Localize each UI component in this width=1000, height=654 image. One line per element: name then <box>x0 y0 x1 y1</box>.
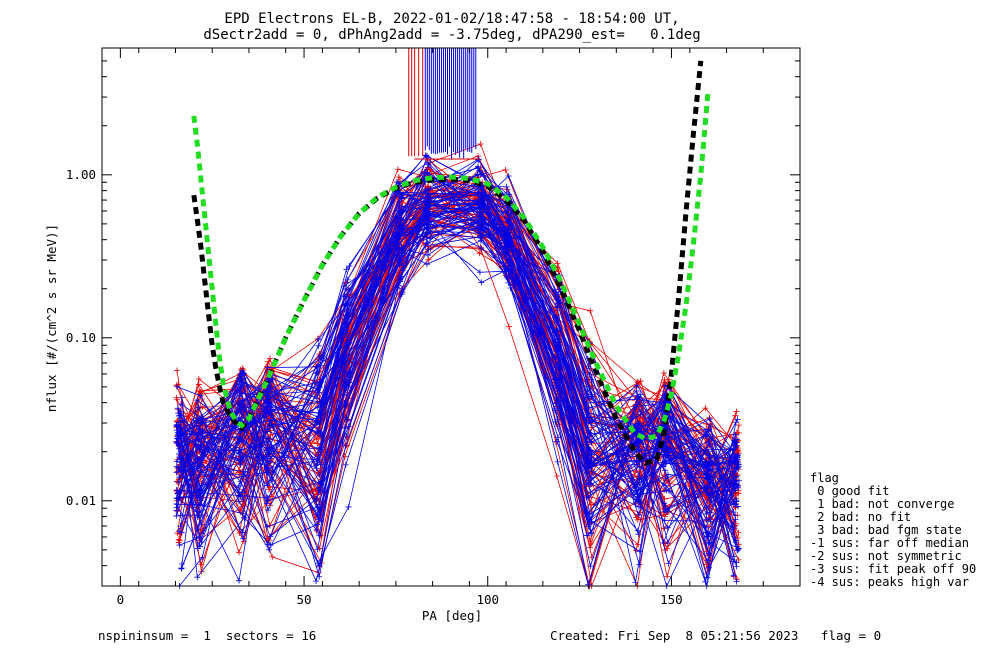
x-axis-label: PA [deg] <box>422 608 482 623</box>
y-tick-label: 0.01 <box>66 493 96 508</box>
flux-markers <box>176 156 740 586</box>
flux-trace <box>179 211 735 576</box>
footer-right: Created: Fri Sep 8 05:21:56 2023 flag = … <box>550 628 881 643</box>
green-fit-curve <box>191 90 711 442</box>
flux-trace <box>176 201 736 503</box>
flux-markers <box>173 189 742 545</box>
blue-spikes <box>424 48 477 160</box>
flux-trace <box>181 232 737 569</box>
flux-trace <box>176 221 739 588</box>
axes-group: 0 50 100 150 0.01 0.10 1.00 <box>66 47 801 607</box>
flux-trace <box>181 181 739 526</box>
flux-markers <box>176 159 741 584</box>
x-tick-label: 100 <box>476 592 499 607</box>
legend-title: flag <box>810 471 839 485</box>
y-tick-label: 1.00 <box>66 167 96 182</box>
flux-trace <box>177 172 737 546</box>
flux-trace <box>178 178 737 503</box>
flux-trace <box>178 221 736 583</box>
x-tick-label: 150 <box>660 592 683 607</box>
legend-entry: 2 bad: no fit <box>810 510 911 524</box>
flux-trace <box>176 203 739 495</box>
flux-trace <box>177 191 735 562</box>
fit-curve-group <box>191 60 711 467</box>
flux-trace <box>179 161 738 582</box>
flag-legend: flag 0 good fit 1 bad: not converge 2 ba… <box>810 471 976 589</box>
flux-trace <box>179 171 735 546</box>
flux-trace <box>180 218 737 514</box>
flux-trace <box>179 155 737 544</box>
x-tick-label: 0 <box>117 592 125 607</box>
flux-trace <box>176 154 735 508</box>
flux-trace <box>176 204 738 551</box>
flux-markers <box>175 172 741 535</box>
flux-trace <box>176 184 737 567</box>
flux-markers <box>176 218 739 585</box>
red-spikes <box>408 48 424 157</box>
legend-entry: 0 good fit <box>810 484 889 498</box>
flux-markers <box>173 161 740 555</box>
y-axis-label: nflux [#/(cm^2 s sr MeV)] <box>44 224 59 412</box>
chart-subtitle: dSectr2add = 0, dPhAng2add = -3.75deg, d… <box>203 27 700 43</box>
legend-entry: 3 bad: bad fgm state <box>810 523 962 537</box>
footer-left: nspininsum = 1 sectors = 16 <box>98 628 316 643</box>
y-tick-label: 0.10 <box>66 330 96 345</box>
flux-trace <box>176 190 739 550</box>
plot-frame <box>101 47 801 587</box>
legend-entry: -3 sus: fit peak off 90 <box>810 562 976 576</box>
legend-entry: 1 bad: not converge <box>810 497 955 511</box>
flux-trace <box>177 185 734 530</box>
spike-group <box>408 48 481 160</box>
blue-trace-group <box>173 152 742 589</box>
flux-markers <box>177 233 741 553</box>
legend-entry: -2 sus: not symmetric <box>810 549 962 563</box>
chart-title: EPD Electrons EL-B, 2022-01-02/18:47:58 … <box>224 11 679 27</box>
flux-trace <box>178 175 738 532</box>
legend-entry: -4 sus: peaks high var <box>810 575 969 589</box>
x-tick-label: 50 <box>297 592 312 607</box>
legend-entry: -1 sus: far off median <box>810 536 969 550</box>
